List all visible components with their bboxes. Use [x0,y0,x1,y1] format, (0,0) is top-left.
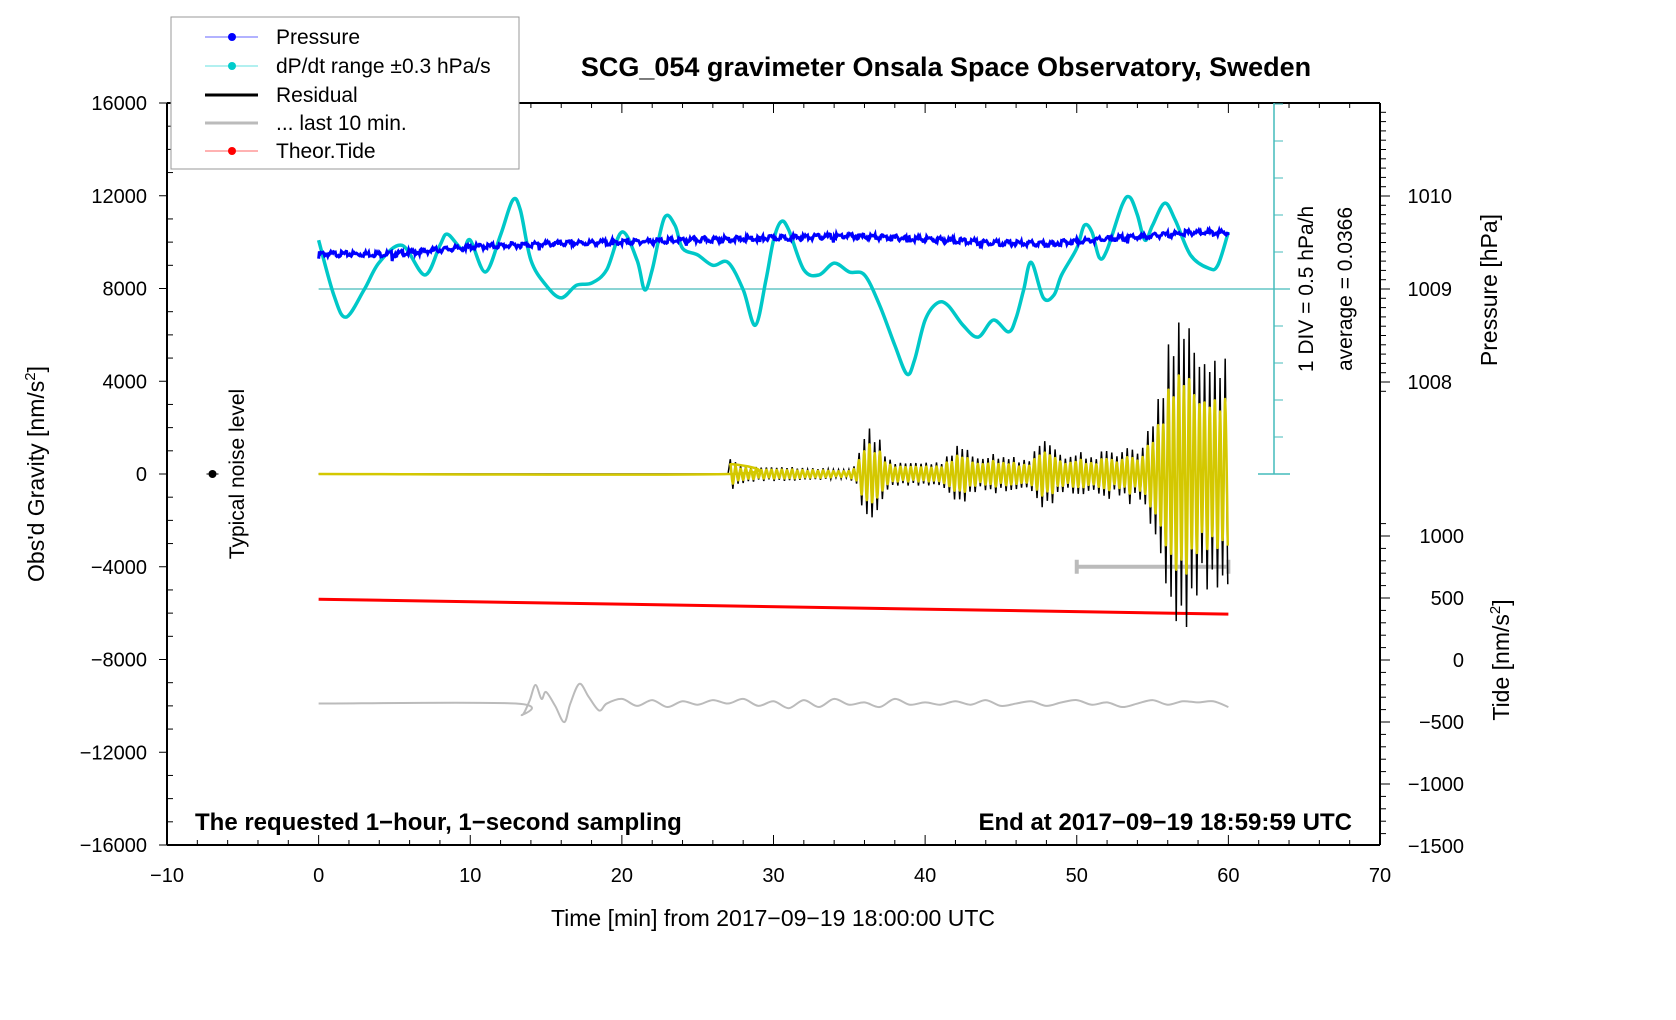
tide-tick-label: 500 [1431,588,1464,610]
legend-marker-0 [228,33,236,41]
x-tick-label: 0 [313,865,324,887]
residual-filtered-line [318,374,1230,575]
tide-axis-label: Tide [nm/s2] [1487,599,1514,720]
y-tick-label: −12000 [80,742,147,764]
legend-label-residual: Residual [276,84,358,107]
noise-level-label: Typical noise level [226,389,249,559]
y-tick-label: −8000 [91,650,147,672]
tide-tick-label: −1500 [1408,836,1464,858]
x-tick-label: 60 [1217,865,1239,887]
pressure-tick-label: 1009 [1408,279,1453,301]
theor-tide-line [318,597,1229,616]
tide-tick-label: −500 [1419,712,1464,734]
x-axis-label: Time [min] from 2017−09−19 18:00:00 UTC [551,905,995,931]
x-tick-label: 70 [1369,865,1391,887]
sampling-note: The requested 1−hour, 1−second sampling [195,809,682,836]
pressure-line [317,225,1230,262]
x-tick-label: 20 [611,865,633,887]
dpdt-line [316,194,1231,377]
tide-tick-label: 0 [1453,650,1464,672]
y-tick-label: −4000 [91,557,147,579]
average-annotation: average = 0.0366 [1334,207,1357,371]
x-tick-label: 50 [1066,865,1088,887]
pressure-tick-label: 1008 [1408,372,1453,394]
x-tick-label: 40 [914,865,936,887]
end-time-note: End at 2017−09−19 18:59:59 UTC [978,809,1352,836]
legend-marker-1 [228,62,236,70]
axis-ticks: −10 0 10 20 30 40 50 60 70 16000 12000 8000 4000 0 −40… [80,93,1464,887]
legend-marker-4 [228,147,236,155]
noise-level-marker [208,470,217,478]
y-tick-label: 16000 [91,93,147,115]
y-tick-label: 4000 [103,371,148,393]
legend-label-last10: ... last 10 min. [276,112,407,135]
legend-label-dpdt: dP/dt range ±0.3 hPa/s [276,55,491,78]
y-tick-label: −16000 [80,835,147,857]
chart-title: SCG_054 gravimeter Onsala Space Observat… [581,52,1311,82]
x-tick-label: 10 [459,865,481,887]
y-tick-label: 12000 [91,186,147,208]
tide-tick-label: 1000 [1420,526,1465,548]
pressure-axis-label: Pressure [hPa] [1476,214,1502,366]
div-annotation: 1 DIV = 0.5 hPa/h [1295,206,1318,372]
legend-label-pressure: Pressure [276,26,360,49]
plot-series [206,103,1290,724]
legend-label-tide: Theor.Tide [276,140,376,163]
last-10-min-line [318,682,1229,724]
legend: Pressure dP/dt range ±0.3 hPa/s Residual… [170,16,520,170]
y-tick-label: 8000 [103,279,148,301]
x-tick-label: 30 [762,865,784,887]
x-tick-label: −10 [150,865,184,887]
pressure-tick-label: 1010 [1408,186,1453,208]
y-axis-label: Obs'd Gravity [nm/s2] [22,366,49,582]
tide-tick-label: −1000 [1408,774,1464,796]
y-tick-label: 0 [136,464,147,486]
legend-box [170,16,520,170]
